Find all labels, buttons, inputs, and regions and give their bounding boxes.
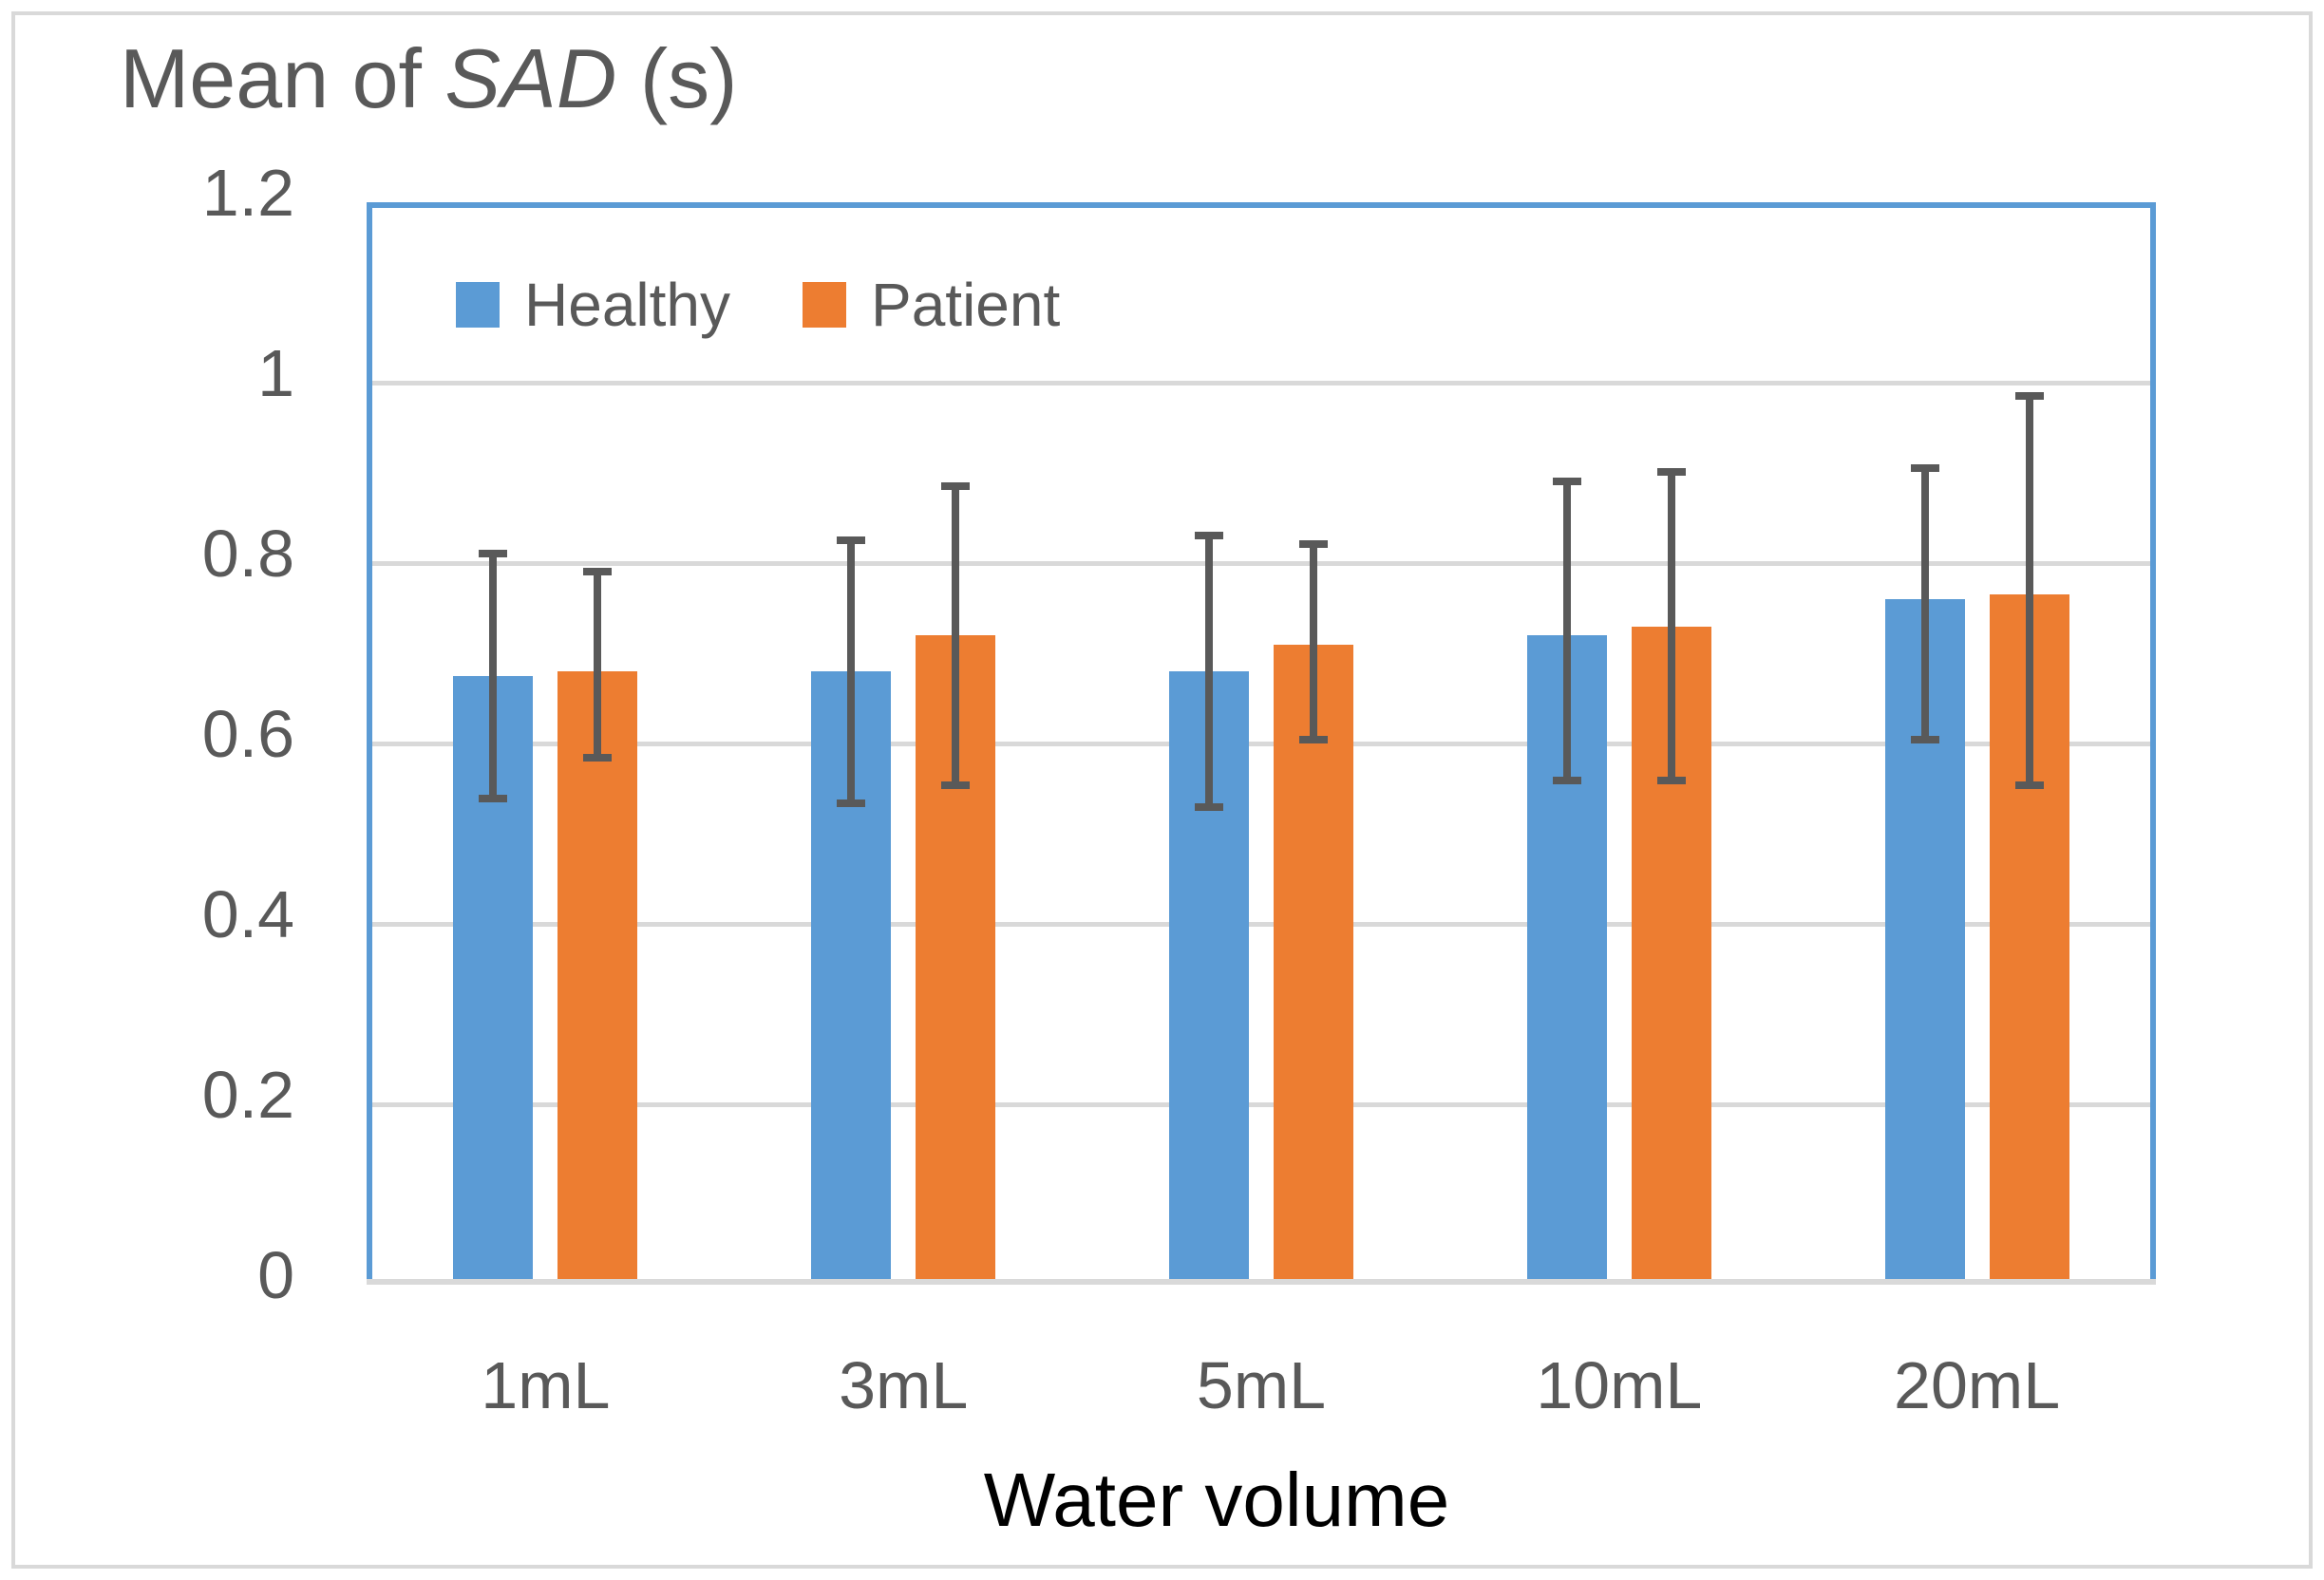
chart-title-italic: SAD [444, 31, 617, 125]
y-tick-label-0: 0 [257, 1238, 294, 1312]
error-cap-bottom-healthy-5mL [1195, 803, 1223, 812]
gridline-0.6 [372, 741, 2150, 746]
error-cap-bottom-healthy-10mL [1552, 776, 1581, 784]
x-axis-title: Water volume [983, 1458, 1450, 1542]
error-cap-bottom-healthy-3mL [837, 799, 866, 807]
plot-border-top [367, 202, 2156, 208]
error-cap-bottom-patient-5mL [1299, 736, 1328, 743]
y-tick-label-0.8: 0.8 [201, 517, 294, 591]
error-cap-top-healthy-5mL [1195, 531, 1223, 539]
gridline-0.2 [372, 1101, 2150, 1107]
legend-label-patient: Patient [871, 271, 1061, 339]
y-tick-label-0.4: 0.4 [201, 877, 294, 951]
error-cap-bottom-healthy-20mL [1910, 736, 1939, 743]
figure-border [11, 11, 2313, 1569]
error-cap-top-healthy-3mL [837, 536, 866, 544]
error-bar-patient-5mL [1310, 540, 1317, 743]
chart-title-suffix: (s) [616, 31, 738, 125]
error-bar-patient-3mL [952, 481, 960, 789]
plot-area: Healthy Patient [367, 202, 2156, 1285]
x-tick-label-3mL: 3mL [839, 1348, 969, 1422]
error-cap-bottom-patient-1mL [583, 754, 613, 762]
bar-patient-1mL [557, 671, 638, 1285]
error-bar-patient-20mL [2025, 391, 2033, 789]
x-tick-label-1mL: 1mL [481, 1348, 611, 1422]
legend-entry-patient: Patient [803, 261, 1060, 348]
error-bar-healthy-20mL [1920, 463, 1929, 743]
error-cap-bottom-healthy-1mL [479, 794, 508, 802]
gridline-0.8 [372, 560, 2150, 566]
error-cap-bottom-patient-10mL [1656, 776, 1686, 784]
error-cap-top-patient-1mL [583, 567, 613, 575]
error-bar-patient-1mL [594, 567, 602, 762]
y-tick-label-1.2: 1.2 [201, 156, 294, 230]
error-cap-top-healthy-20mL [1910, 463, 1939, 472]
gridline-0.4 [372, 921, 2150, 927]
x-tick-label-20mL: 20mL [1894, 1348, 2061, 1422]
error-bar-healthy-5mL [1205, 531, 1213, 812]
error-cap-top-patient-10mL [1656, 468, 1686, 477]
chart-title: Mean of SAD (s) [120, 28, 737, 129]
x-tick-label-5mL: 5mL [1196, 1348, 1327, 1422]
x-axis-line [367, 1279, 2156, 1285]
error-cap-bottom-patient-20mL [2014, 781, 2044, 789]
x-tick-label-10mL: 10mL [1536, 1348, 1703, 1422]
error-cap-top-healthy-1mL [479, 549, 508, 557]
error-cap-top-patient-3mL [941, 481, 971, 490]
plot-border-left [367, 202, 372, 1285]
y-tick-label-1: 1 [257, 336, 294, 410]
legend-swatch-healthy [456, 282, 500, 328]
bar-patient-5mL [1274, 644, 1353, 1285]
error-bar-healthy-3mL [847, 536, 856, 807]
y-tick-label-0.2: 0.2 [201, 1058, 294, 1132]
gridline-1 [372, 380, 2150, 386]
error-cap-top-patient-5mL [1299, 540, 1328, 549]
chart-title-prefix: Mean of [120, 31, 445, 125]
error-bar-patient-10mL [1667, 468, 1675, 784]
legend-label-healthy: Healthy [524, 271, 730, 339]
legend-swatch-patient [803, 282, 846, 328]
error-cap-bottom-patient-3mL [941, 781, 971, 789]
error-bar-healthy-10mL [1562, 477, 1571, 784]
legend-entry-healthy: Healthy [456, 261, 730, 348]
error-bar-healthy-1mL [489, 549, 498, 802]
error-cap-top-patient-20mL [2014, 391, 2044, 400]
y-tick-label-0.6: 0.6 [201, 697, 294, 771]
error-cap-top-healthy-10mL [1552, 477, 1581, 485]
legend: Healthy Patient [456, 261, 1060, 348]
plot-border-right [2150, 202, 2156, 1285]
